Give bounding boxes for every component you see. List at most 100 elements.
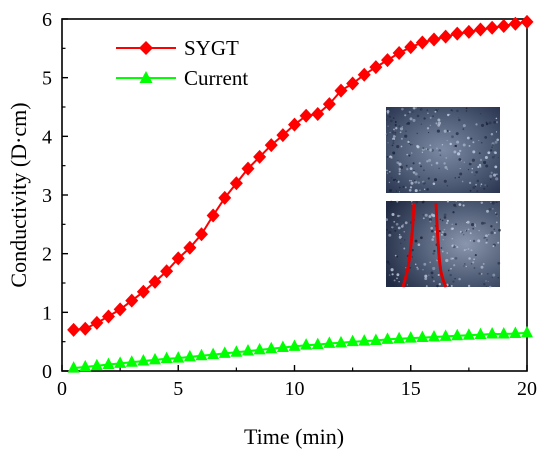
legend-label-current: Current bbox=[184, 66, 248, 90]
data-point-sygt bbox=[136, 284, 150, 299]
data-point-current bbox=[486, 327, 499, 339]
plot-border bbox=[61, 18, 528, 372]
data-point-current bbox=[207, 347, 220, 360]
crack-line-left bbox=[401, 202, 416, 288]
data-point-sygt bbox=[78, 321, 92, 336]
x-tick-label: 0 bbox=[57, 378, 67, 400]
x-tick-label: 5 bbox=[173, 378, 183, 400]
data-point-sygt bbox=[206, 208, 220, 223]
data-point-current bbox=[346, 334, 359, 347]
legend-marker-triangle bbox=[139, 71, 153, 83]
series-line-current bbox=[73, 331, 528, 370]
series-sygt bbox=[67, 14, 534, 337]
y-tick-label: 4 bbox=[42, 126, 52, 148]
inset-micrographs bbox=[385, 107, 501, 289]
data-point-sygt bbox=[439, 29, 453, 44]
data-point-sygt bbox=[125, 293, 139, 308]
data-point-sygt bbox=[404, 40, 418, 55]
data-point-sygt bbox=[415, 35, 429, 50]
legend-marker-diamond bbox=[139, 41, 153, 55]
data-point-current bbox=[474, 327, 487, 340]
data-point-current bbox=[90, 358, 103, 371]
x-tick-label: 20 bbox=[517, 378, 537, 400]
data-point-sygt bbox=[520, 14, 534, 29]
data-point-current bbox=[253, 342, 266, 355]
data-point-current bbox=[311, 337, 324, 350]
data-point-sygt bbox=[427, 32, 441, 47]
data-point-current bbox=[242, 344, 254, 356]
legend: SYGT Current bbox=[116, 36, 248, 90]
axis-tick-labels: 0 5 10 15 20 0 1 2 3 4 5 6 bbox=[42, 9, 537, 400]
data-point-current bbox=[102, 357, 115, 370]
data-point-sygt bbox=[160, 264, 174, 279]
data-point-current bbox=[462, 328, 475, 340]
data-point-sygt bbox=[508, 16, 522, 31]
data-point-current bbox=[451, 328, 464, 341]
y-tick-label: 1 bbox=[42, 302, 52, 324]
legend-item-sygt: SYGT bbox=[116, 36, 239, 60]
y-tick-label: 3 bbox=[42, 185, 52, 207]
data-point-current bbox=[230, 345, 243, 357]
data-point-sygt bbox=[288, 117, 301, 132]
x-tick-label: 15 bbox=[401, 378, 421, 400]
data-point-current bbox=[335, 335, 347, 348]
data-point-sygt bbox=[67, 322, 81, 337]
data-point-sygt bbox=[346, 76, 360, 91]
data-point-sygt bbox=[485, 20, 499, 35]
data-point-sygt bbox=[90, 315, 104, 330]
data-point-current bbox=[428, 329, 440, 342]
data-point-sygt bbox=[241, 161, 255, 176]
data-point-current bbox=[497, 327, 510, 339]
data-point-current bbox=[137, 354, 150, 366]
data-point-sygt bbox=[392, 46, 406, 61]
series-line-sygt bbox=[73, 20, 528, 331]
data-point-current bbox=[125, 355, 138, 367]
y-tick-label: 0 bbox=[42, 361, 52, 383]
data-point-sygt bbox=[264, 138, 278, 153]
data-point-sygt bbox=[299, 108, 313, 123]
data-point-sygt bbox=[183, 240, 197, 255]
data-point-sygt bbox=[450, 26, 464, 41]
data-point-current bbox=[218, 346, 231, 358]
data-point-current bbox=[369, 333, 382, 345]
data-point-current bbox=[416, 330, 429, 343]
data-point-sygt bbox=[171, 251, 185, 266]
series-layer bbox=[67, 14, 534, 373]
data-point-current bbox=[381, 332, 394, 344]
data-point-current bbox=[172, 351, 185, 363]
data-point-sygt bbox=[381, 53, 394, 68]
data-point-current bbox=[160, 351, 173, 364]
data-point-current bbox=[67, 361, 80, 373]
data-point-current bbox=[358, 334, 371, 346]
data-point-current bbox=[183, 349, 196, 362]
legend-label-sygt: SYGT bbox=[184, 36, 239, 60]
data-point-sygt bbox=[102, 309, 115, 324]
data-point-current bbox=[265, 341, 278, 354]
data-point-sygt bbox=[322, 97, 336, 112]
data-point-current bbox=[195, 348, 208, 361]
y-tick-label: 2 bbox=[42, 244, 52, 266]
data-point-current bbox=[114, 356, 127, 368]
data-point-current bbox=[404, 331, 417, 343]
data-point-sygt bbox=[218, 190, 232, 205]
data-point-sygt bbox=[357, 67, 371, 82]
y-tick-label: 6 bbox=[42, 9, 52, 31]
series-current bbox=[67, 325, 533, 373]
data-point-current bbox=[300, 338, 313, 350]
micrograph-bottom bbox=[385, 200, 501, 289]
data-point-current bbox=[79, 359, 92, 372]
micrograph-top bbox=[385, 107, 500, 193]
data-point-sygt bbox=[113, 302, 127, 317]
data-point-current bbox=[439, 329, 452, 341]
data-point-sygt bbox=[462, 24, 476, 39]
y-tick-label: 5 bbox=[42, 68, 52, 90]
data-point-sygt bbox=[369, 60, 383, 75]
data-point-sygt bbox=[276, 128, 290, 143]
legend-item-current: Current bbox=[116, 66, 248, 90]
data-point-sygt bbox=[474, 22, 487, 37]
x-axis-title: Time (min) bbox=[244, 424, 344, 449]
crack-line-right bbox=[434, 202, 448, 288]
x-tick-label: 10 bbox=[285, 378, 305, 400]
data-point-current bbox=[149, 352, 161, 365]
